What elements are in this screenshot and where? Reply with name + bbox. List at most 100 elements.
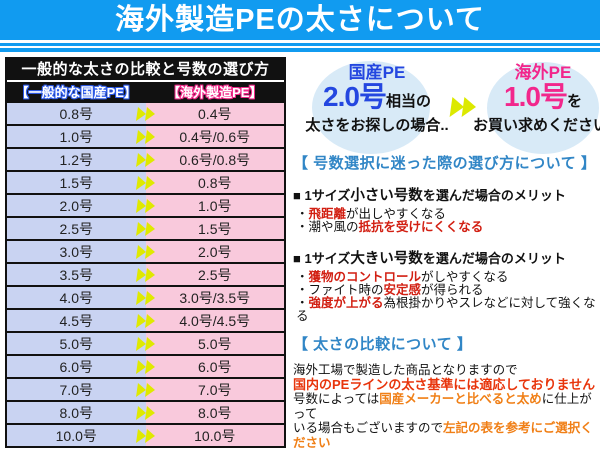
overseas-size-cell: 0.6号/0.8号 bbox=[145, 149, 284, 170]
double-arrow-icon bbox=[135, 336, 156, 351]
table-body: 0.8号 0.4号 1.0号 0.4号/0.6号 1.2号 0.6号/0.8号 1.5号 0.… bbox=[7, 101, 284, 446]
overseas-pe-label: 海外PE bbox=[514, 63, 572, 82]
overseas-callout: 海外PE 1.0号を お買い求めください! bbox=[473, 63, 600, 135]
merit-text: ・潮や風の bbox=[296, 220, 359, 234]
domestic-bubble bbox=[312, 61, 430, 154]
table-row: 2.0号 1.0号 bbox=[7, 193, 284, 216]
double-arrow-icon bbox=[135, 382, 156, 397]
table-row: 3.5号 2.5号 bbox=[7, 262, 284, 285]
overseas-size-cell: 0.4号 bbox=[145, 103, 284, 124]
merit-item: ・ファイト時の安定感が得られる bbox=[293, 284, 597, 297]
size-comparison-table: 一般的な太さの比較と号数の選び方 【一般的な国産PE】 【海外製造PE】 0.8… bbox=[5, 57, 286, 448]
thickness-line3: 号数によっては国産メーカーと比べると太めに仕上がって bbox=[293, 392, 597, 421]
merit-text: 為根掛かりやスレなどに対して強くなる bbox=[296, 296, 596, 323]
table-row: 4.5号 4.0号/4.5号 bbox=[7, 308, 284, 331]
double-arrow-icon bbox=[135, 267, 156, 282]
title-banner: 海外製造PEの太さについて bbox=[0, 0, 600, 40]
double-arrow-icon bbox=[135, 152, 156, 167]
guide-column: 【 号数選択に迷った際の選び方について 】 ■ 1サイズ小さい号数を選んだ場合の… bbox=[293, 152, 597, 450]
double-arrow-icon bbox=[135, 244, 156, 259]
domestic-size-cell: 6.0号 bbox=[7, 356, 146, 377]
table-row: 7.0号 7.0号 bbox=[7, 377, 284, 400]
smaller-size-block: ■ 1サイズ小さい号数を選んだ場合のメリット ・飛距離が出しやすくなる ・潮や風… bbox=[293, 184, 597, 234]
merit-text: ・ファイト時の bbox=[296, 283, 384, 297]
double-arrow-icon bbox=[135, 198, 156, 213]
overseas-size-cell: 4.0号/4.5号 bbox=[145, 310, 284, 331]
domestic-size-cell: 4.5号 bbox=[7, 310, 146, 331]
overseas-size-cell: 2.5号 bbox=[145, 264, 284, 285]
merit-text: ・ bbox=[296, 207, 309, 221]
domestic-callout: 国産PE 2.0号相当の 太さをお探しの場合.. bbox=[305, 63, 448, 135]
column-header-overseas: 【海外製造PE】 bbox=[167, 85, 263, 100]
overseas-bubble bbox=[487, 62, 599, 154]
table-row: 2.5号 1.5号 bbox=[7, 216, 284, 239]
smaller-title-emphasis: 小さい号数 bbox=[350, 188, 423, 204]
thickness-line2-warning: 国内のPEラインの太さ基準には適応しておりません bbox=[293, 376, 596, 392]
merit-text: が出しやすくなる bbox=[346, 207, 446, 221]
domestic-size-cell: 8.0号 bbox=[7, 402, 146, 423]
larger-title-emphasis: 大きい号数 bbox=[350, 251, 423, 267]
thickness-line4: いる場合もございますので左記の表を参考にご選択ください bbox=[293, 421, 597, 450]
double-arrow-icon bbox=[135, 405, 156, 420]
merit-highlight: 抵抗を受けにくくなる bbox=[358, 220, 484, 234]
overseas-size-cell: 3.0号/3.5号 bbox=[145, 287, 284, 308]
table-row: 3.0号 2.0号 bbox=[7, 239, 284, 262]
overseas-size-cell: 0.8号 bbox=[145, 172, 284, 193]
table-row: 4.0号 3.0号/3.5号 bbox=[7, 285, 284, 308]
double-arrow-icon bbox=[135, 359, 156, 374]
domestic-size-cell: 2.5号 bbox=[7, 218, 146, 239]
domestic-size-suffix: 相当の bbox=[385, 93, 431, 110]
merit-text: ・ bbox=[296, 270, 309, 284]
merit-text: ・ bbox=[296, 296, 309, 310]
domestic-callout-text: 太さをお探しの場合.. bbox=[305, 117, 449, 134]
domestic-size-cell: 5.0号 bbox=[7, 333, 146, 354]
overseas-size-cell: 1.0号 bbox=[145, 195, 284, 216]
double-arrow-icon bbox=[449, 97, 478, 117]
merit-item: ・獲物のコントロールがしやすくなる bbox=[293, 271, 597, 284]
overseas-size-cell: 10.0号 bbox=[145, 425, 284, 446]
domestic-size-line: 2.0号相当の bbox=[305, 82, 448, 117]
smaller-size-title: ■ 1サイズ小さい号数を選んだ場合のメリット bbox=[293, 184, 597, 205]
thickness-line1: 海外工場で製造した商品となりますので bbox=[293, 363, 518, 377]
overseas-size-cell: 6.0号 bbox=[145, 356, 284, 377]
merit-item: ・強度が上がる為根掛かりやスレなどに対して強くなる bbox=[293, 297, 597, 323]
domestic-size-value: 2.0号 bbox=[323, 81, 387, 112]
domestic-size-cell: 3.0号 bbox=[7, 241, 146, 262]
page-title: 海外製造PEの太さについて bbox=[115, 4, 485, 36]
table-row: 1.2号 0.6号/0.8号 bbox=[7, 147, 284, 170]
overseas-size-value: 1.0号 bbox=[504, 81, 568, 112]
larger-size-block: ■ 1サイズ大きい号数を選んだ場合のメリット ・獲物のコントロールがしやすくなる… bbox=[293, 247, 597, 323]
overseas-size-cell: 8.0号 bbox=[145, 402, 284, 423]
domestic-size-cell: 0.8号 bbox=[7, 103, 146, 124]
double-arrow-icon bbox=[135, 290, 156, 305]
double-arrow-icon bbox=[135, 106, 156, 121]
overseas-size-cell: 5.0号 bbox=[145, 333, 284, 354]
merit-highlight: 強度が上がる bbox=[308, 296, 384, 310]
smaller-title-post: を選んだ場合のメリット bbox=[422, 188, 566, 203]
domestic-size-cell: 10.0号 bbox=[7, 425, 146, 446]
larger-title-pre: ■ 1サイズ bbox=[293, 251, 351, 266]
table-row: 8.0号 8.0号 bbox=[7, 400, 284, 423]
merit-item: ・飛距離が出しやすくなる bbox=[293, 208, 597, 221]
table-column-headers: 【一般的な国産PE】 【海外製造PE】 bbox=[7, 82, 284, 101]
double-arrow-icon bbox=[135, 221, 156, 236]
double-arrow-icon bbox=[135, 175, 156, 190]
table-row: 1.5号 0.8号 bbox=[7, 170, 284, 193]
thickness-highlight: 国産メーカーと比べると太め bbox=[379, 392, 542, 406]
table-row: 5.0号 5.0号 bbox=[7, 331, 284, 354]
column-header-domestic: 【一般的な国産PE】 bbox=[15, 85, 137, 100]
domestic-size-cell: 7.0号 bbox=[7, 379, 146, 400]
smaller-title-pre: ■ 1サイズ bbox=[293, 188, 351, 203]
table-row: 1.0号 0.4号/0.6号 bbox=[7, 124, 284, 147]
overseas-size-cell: 2.0号 bbox=[145, 241, 284, 262]
overseas-size-cell: 1.5号 bbox=[145, 218, 284, 239]
table-row: 10.0号 10.0号 bbox=[7, 423, 284, 446]
domestic-size-cell: 1.0号 bbox=[7, 126, 146, 147]
merit-item: ・潮や風の抵抗を受けにくくなる bbox=[293, 221, 597, 234]
double-arrow-icon bbox=[135, 129, 156, 144]
merit-highlight: 獲物のコントロール bbox=[308, 270, 422, 284]
overseas-size-cell: 0.4号/0.6号 bbox=[145, 126, 284, 147]
overseas-size-cell: 7.0号 bbox=[145, 379, 284, 400]
thickness-highlight: 左記の表を参考にご選択ください bbox=[293, 421, 593, 450]
